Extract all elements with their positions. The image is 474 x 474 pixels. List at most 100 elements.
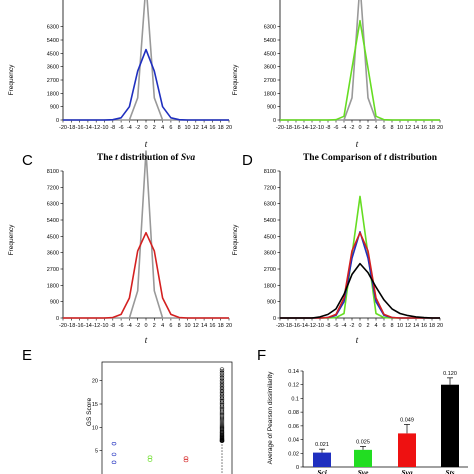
series-line-d-0 xyxy=(280,195,440,319)
category-label-sts: Sts xyxy=(445,468,454,474)
x-tick-label-c: -2 xyxy=(135,323,140,329)
x-tick-label-b: -10 xyxy=(316,125,324,131)
scatter-point-e-3 xyxy=(219,384,225,389)
x-tick-label-b: -6 xyxy=(334,125,339,131)
category-label-sve: Sve xyxy=(358,468,370,474)
x-tick-label-d: 20 xyxy=(437,323,443,329)
category-label-sva: Sva xyxy=(401,468,413,474)
x-tick-label-a: 10 xyxy=(184,125,190,131)
scatter-point-e-3 xyxy=(219,424,225,428)
panel-c: 090018002700360045005400630072008100-20-… xyxy=(47,150,232,329)
ylabel-b: Frequency xyxy=(232,64,239,95)
xlabel-a: t xyxy=(145,139,148,149)
x-tick-label-b: 18 xyxy=(429,125,435,131)
scatter-point-e-3 xyxy=(219,377,225,381)
y-tick-label-b: 1800 xyxy=(264,91,276,97)
x-tick-label-b: 12 xyxy=(405,125,411,131)
x-tick-label-d: 2 xyxy=(366,323,369,329)
scatter-point-e-1 xyxy=(147,455,153,459)
scatter-point-e-2 xyxy=(183,456,189,460)
scatter-point-e-3 xyxy=(219,378,225,382)
y-tick-label-a: 6300 xyxy=(47,25,59,31)
y-tick-label-b: 4500 xyxy=(264,51,276,57)
bar-sve xyxy=(354,449,372,467)
x-tick-label-d: -14 xyxy=(300,323,308,329)
x-tick-label-c: -8 xyxy=(110,323,115,329)
x-tick-label-c: -10 xyxy=(101,323,109,329)
y-tick-label-d: 3600 xyxy=(264,251,276,257)
x-tick-label-a: 0 xyxy=(144,125,147,131)
scatter-point-e-1 xyxy=(147,458,153,462)
scatter-point-e-3 xyxy=(219,413,225,417)
xlabel-c: t xyxy=(145,335,148,345)
y-tick-label-d: 4500 xyxy=(264,234,276,240)
value-label-sve: 0.025 xyxy=(356,439,370,445)
scatter-point-e-0 xyxy=(111,441,117,446)
x-tick-label-c: 4 xyxy=(161,323,164,329)
scatter-point-e-3 xyxy=(219,369,225,373)
x-tick-label-a: -12 xyxy=(92,125,100,131)
x-tick-label-a: -2 xyxy=(135,125,140,131)
x-tick-label-d: -10 xyxy=(316,323,324,329)
y-tick-label-f: 0.06 xyxy=(288,424,299,430)
title-panel-d: The Comparison of t distribution xyxy=(303,153,438,163)
x-tick-label-d: -18 xyxy=(284,323,292,329)
y-tick-label-d: 0 xyxy=(273,316,276,322)
ylabel-a: Frequency xyxy=(8,64,15,95)
x-tick-label-b: 0 xyxy=(358,125,361,131)
y-tick-label-c: 2700 xyxy=(47,267,59,273)
x-tick-label-d: -16 xyxy=(292,323,300,329)
y-tick-label-e: 10 xyxy=(92,425,98,431)
y-tick-label-d: 1800 xyxy=(264,283,276,289)
x-tick-label-a: -10 xyxy=(101,125,109,131)
x-tick-label-a: -4 xyxy=(127,125,132,131)
scatter-point-e-3 xyxy=(219,414,225,418)
value-label-sts: 0.120 xyxy=(443,371,457,377)
scatter-point-e-3 xyxy=(219,386,225,390)
x-tick-label-b: 2 xyxy=(366,125,369,131)
x-tick-label-d: 8 xyxy=(390,323,393,329)
x-tick-label-c: 14 xyxy=(201,323,207,329)
scatter-point-e-3 xyxy=(219,367,225,371)
scatter-point-e-3 xyxy=(219,418,225,422)
x-tick-label-b: 10 xyxy=(397,125,403,131)
scatter-point-e-3 xyxy=(219,375,225,379)
x-tick-label-a: 12 xyxy=(193,125,199,131)
y-tick-label-d: 8100 xyxy=(264,169,276,175)
xlabel-d: t xyxy=(356,335,359,345)
x-tick-label-d: 6 xyxy=(382,323,385,329)
x-tick-label-d: -12 xyxy=(308,323,316,329)
series-line-a-1 xyxy=(63,48,229,121)
x-tick-label-a: 8 xyxy=(178,125,181,131)
x-tick-label-a: 2 xyxy=(153,125,156,131)
y-tick-label-e: 20 xyxy=(92,379,98,385)
x-tick-label-d: 18 xyxy=(429,323,435,329)
y-tick-label-b: 900 xyxy=(267,105,276,111)
scatter-point-e-3 xyxy=(219,374,225,378)
series-line-b-1 xyxy=(280,19,440,121)
y-tick-label-f: 0.12 xyxy=(288,383,299,389)
x-tick-label-c: -16 xyxy=(76,323,84,329)
scatter-point-e-3 xyxy=(219,387,225,392)
x-tick-label-c: -18 xyxy=(67,323,75,329)
x-tick-label-b: -14 xyxy=(300,125,308,131)
x-tick-label-a: -20 xyxy=(59,125,67,131)
scatter-point-e-3 xyxy=(219,420,225,424)
x-tick-label-a: 16 xyxy=(209,125,215,131)
x-tick-label-c: 8 xyxy=(178,323,181,329)
title-panel-c: The t distribution of Sva xyxy=(97,153,195,163)
y-tick-label-d: 2700 xyxy=(264,267,276,273)
y-tick-label-f: 0.04 xyxy=(288,438,299,444)
x-tick-label-d: 10 xyxy=(397,323,403,329)
x-tick-label-d: 4 xyxy=(374,323,377,329)
scatter-point-e-3 xyxy=(219,419,225,423)
x-tick-label-a: -6 xyxy=(119,125,124,131)
ylabel-f: Average of Pearson dissimilarity xyxy=(267,371,274,464)
scatter-point-e-3 xyxy=(219,392,225,396)
x-tick-label-c: -4 xyxy=(127,323,132,329)
panel-label-e: E xyxy=(22,347,32,364)
x-tick-label-c: 16 xyxy=(209,323,215,329)
x-tick-label-d: -2 xyxy=(350,323,355,329)
